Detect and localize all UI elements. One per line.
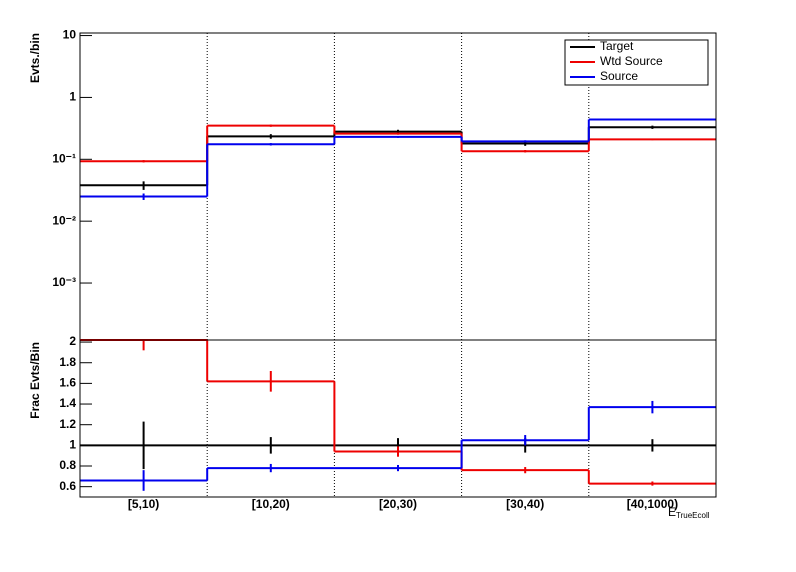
y-axis-title: Evts./bin xyxy=(28,33,42,83)
y-tick-label: 10⁻³ xyxy=(52,275,76,289)
y-tick-label: 0.8 xyxy=(59,458,76,472)
y-tick-label: 2 xyxy=(69,334,76,348)
plot-frame xyxy=(79,339,717,498)
legend-label: Target xyxy=(600,39,634,53)
y-tick-label: 10 xyxy=(63,28,77,42)
legend-label: Wtd Source xyxy=(600,54,663,68)
y-tick-label: 1 xyxy=(69,90,76,104)
x-tick-label: [5,10) xyxy=(128,497,159,511)
x-tick-label: [10,20) xyxy=(252,497,290,511)
y-tick-label: 0.6 xyxy=(59,479,76,493)
x-tick-label: [20,30) xyxy=(379,497,417,511)
y-tick-label: 10⁻¹ xyxy=(52,151,76,165)
y-tick-label: 1.8 xyxy=(59,355,76,369)
x-tick-label: [40,1000) xyxy=(627,497,678,511)
x-axis-title-main: E xyxy=(668,505,676,519)
x-axis-title-sub: TrueEcoll xyxy=(676,511,710,520)
x-tick-label: [30,40) xyxy=(506,497,544,511)
legend-label: Source xyxy=(600,69,638,83)
y-tick-label: 10⁻² xyxy=(52,213,76,227)
y-tick-label: 1.2 xyxy=(59,417,76,431)
y-axis-title: Frac Evts/Bin xyxy=(28,342,42,419)
y-tick-label: 1 xyxy=(69,438,76,452)
x-axis-title: ETrueEcoll xyxy=(668,505,710,520)
y-tick-label: 1.4 xyxy=(59,396,76,410)
y-tick-label: 1.6 xyxy=(59,376,76,390)
